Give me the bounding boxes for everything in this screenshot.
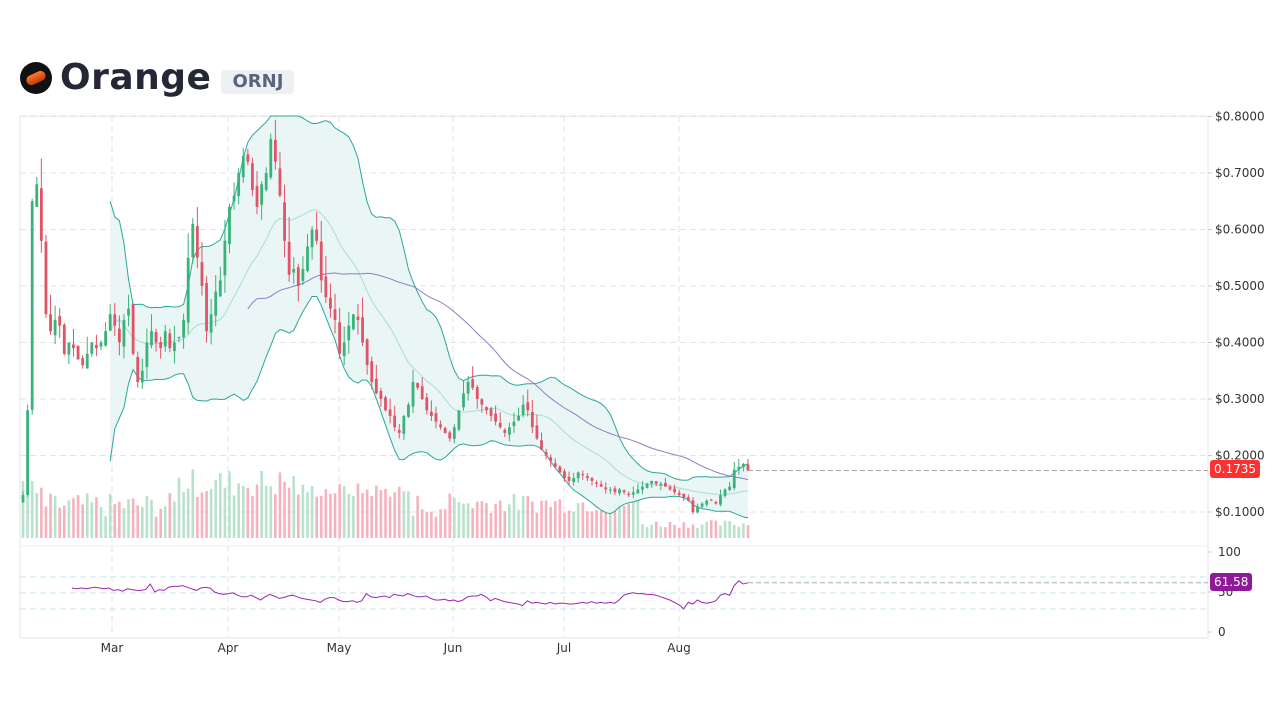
svg-text:Jun: Jun	[443, 641, 463, 655]
bollinger-bands	[109, 115, 749, 519]
svg-text:$0.2000: $0.2000	[1215, 449, 1265, 463]
svg-text:Apr: Apr	[218, 641, 239, 655]
svg-text:$0.5000: $0.5000	[1215, 279, 1265, 293]
orange-pill-logo-icon	[20, 62, 52, 94]
svg-text:$0.8000: $0.8000	[1215, 110, 1265, 124]
svg-text:Aug: Aug	[667, 641, 690, 655]
svg-text:$0.4000: $0.4000	[1215, 336, 1265, 350]
ticker-badge: ORNJ	[221, 70, 295, 94]
svg-text:Mar: Mar	[101, 641, 124, 655]
rsi-panel	[71, 580, 749, 610]
svg-text:0: 0	[1218, 625, 1226, 639]
candlesticks	[21, 119, 750, 515]
chart-axes: $0.8000 $0.7000 $0.6000 $0.5000 $0.4000 $0.30…	[101, 110, 1265, 656]
svg-text:$0.6000: $0.6000	[1215, 223, 1265, 237]
asset-header: Orange ORNJ	[20, 57, 295, 98]
rsi-value-tag: 61.58	[1210, 572, 1253, 591]
svg-text:May: May	[327, 641, 352, 655]
asset-name: Orange	[60, 57, 212, 98]
svg-text:$0.1000: $0.1000	[1215, 505, 1265, 519]
svg-text:100: 100	[1218, 545, 1241, 559]
svg-text:$0.7000: $0.7000	[1215, 166, 1265, 180]
svg-text:$0.3000: $0.3000	[1215, 392, 1265, 406]
volume-bars	[21, 469, 750, 538]
svg-text:Jul: Jul	[556, 641, 571, 655]
chart-grid	[19, 115, 1209, 639]
last-price-tag: 0.1735	[1210, 460, 1260, 479]
